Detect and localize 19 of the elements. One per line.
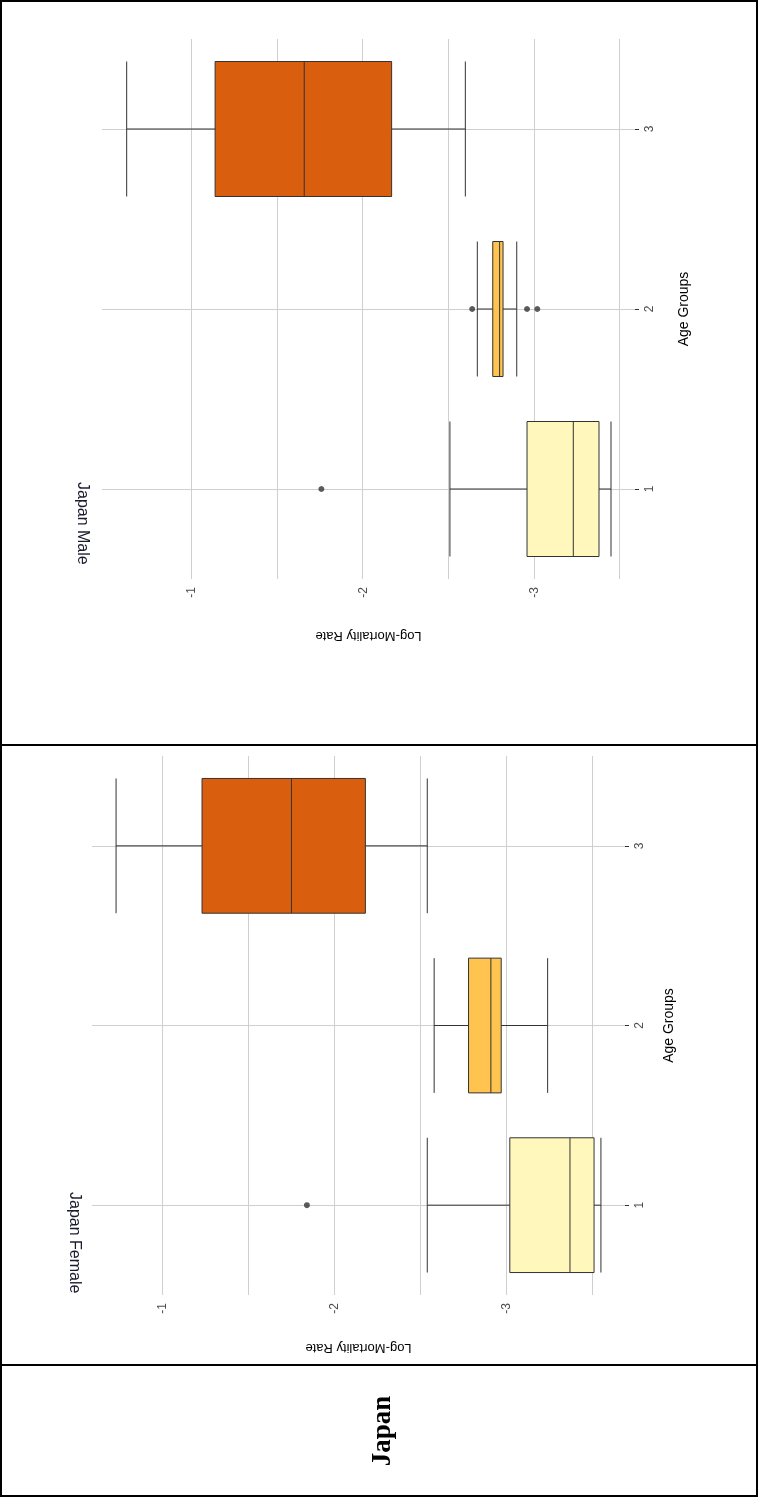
- x-tick-label: -3: [499, 1302, 514, 1314]
- y-tick-label: 3: [632, 842, 646, 850]
- text: Japan Female: [66, 1192, 84, 1294]
- y-tick-label: 1: [632, 1201, 646, 1209]
- x-tick-label: -2: [327, 1302, 342, 1314]
- x-tick-label: -1: [184, 586, 199, 598]
- x-tick-label: -3: [526, 586, 541, 598]
- y-tick-label: 1: [642, 485, 656, 493]
- x-axis-title: Log-Mortality Rate: [315, 629, 422, 644]
- y-tick-label: 2: [632, 1021, 646, 1029]
- text: Japan Male: [74, 482, 92, 565]
- y-tick-label: 2: [642, 305, 656, 313]
- text: Japan: [365, 1395, 397, 1466]
- y-axis-title: Age Groups: [675, 271, 691, 347]
- x-tick-label: -1: [155, 1302, 170, 1314]
- x-axis-title: Log-Mortality Rate: [305, 1341, 412, 1356]
- x-tick-label: -2: [355, 586, 370, 598]
- y-axis-title: Age Groups: [660, 988, 676, 1063]
- y-tick-label: 3: [642, 125, 656, 133]
